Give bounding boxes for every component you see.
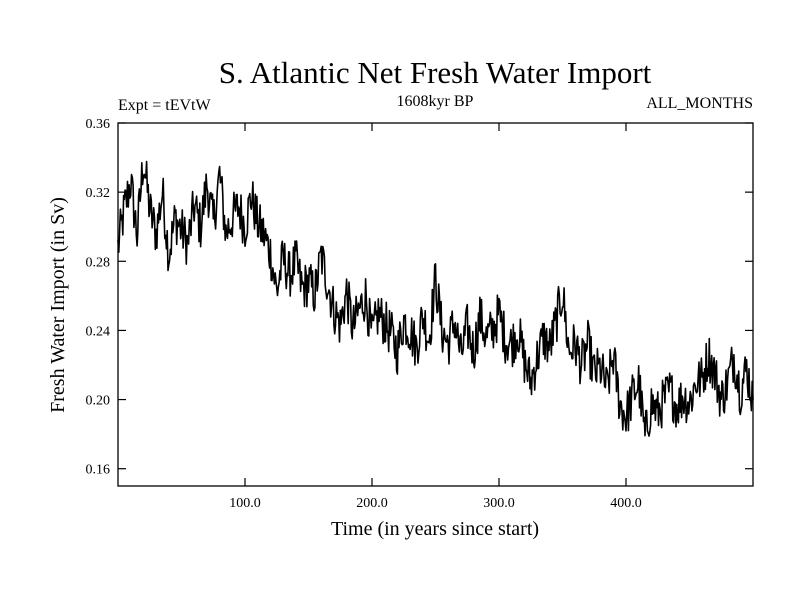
y-tick-label: 0.24 (86, 324, 111, 339)
period-label: 1608kyr BP (397, 93, 474, 110)
x-axis-label: Time (in years since start) (331, 518, 539, 540)
x-tick-label: 400.0 (610, 496, 642, 511)
months-label: ALL_MONTHS (646, 95, 753, 112)
x-tick-label: 100.0 (229, 496, 261, 511)
x-tick-label: 300.0 (483, 496, 515, 511)
x-axis: 100.0 200.0 300.0 400.0 (229, 123, 642, 511)
y-axis-label: Fresh Water Import (in Sv) (47, 197, 69, 413)
y-tick-label: 0.16 (86, 463, 111, 478)
series-line (117, 160, 754, 437)
plot-frame (117, 122, 754, 487)
y-tick-label: 0.36 (86, 117, 111, 132)
chart-title: S. Atlantic Net Fresh Water Import (219, 55, 652, 90)
y-axis: 0.16 0.20 0.24 0.28 0.32 0.36 (86, 117, 753, 478)
y-tick-label: 0.32 (86, 186, 111, 201)
x-tick-label: 200.0 (356, 496, 388, 511)
experiment-label: Expt = tEVtW (118, 97, 211, 114)
y-tick-label: 0.20 (86, 394, 111, 409)
y-tick-label: 0.28 (86, 255, 111, 270)
